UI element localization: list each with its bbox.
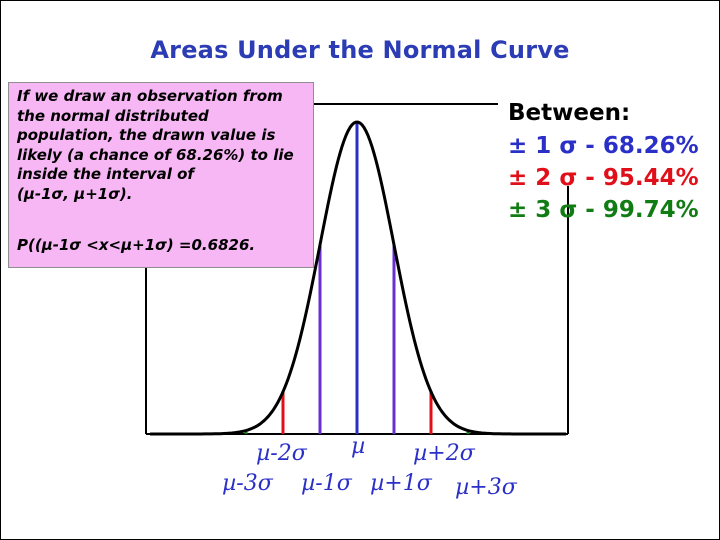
between-legend: Between: ± 1 σ - 68.26% ± 2 σ - 95.44% ±… xyxy=(508,96,699,226)
info-probability: P((µ-1σ <x<µ+1σ) =0.6826. xyxy=(17,236,256,254)
rule-percent: - 68.26% xyxy=(585,133,699,159)
info-box: If we draw an observation from the norma… xyxy=(8,82,314,268)
between-heading: Between: xyxy=(508,100,631,126)
slide-title: Areas Under the Normal Curve xyxy=(150,36,570,64)
label-mu-plus-3sigma: µ+3σ xyxy=(455,475,517,500)
sigma-symbol: σ xyxy=(559,133,578,159)
rule-k: 2 xyxy=(535,165,552,191)
label-mu: µ xyxy=(351,434,366,459)
rule-three-sigma: ± 3 σ - 99.74% xyxy=(508,194,699,226)
plus-minus-sign: ± xyxy=(508,133,528,159)
rule-k: 1 xyxy=(535,133,552,159)
plus-minus-sign: ± xyxy=(508,197,528,223)
info-interval: (µ-1σ, µ+1σ). xyxy=(17,184,133,203)
rule-k: 3 xyxy=(535,197,552,223)
sigma-symbol: σ xyxy=(559,165,578,191)
sigma-symbol: σ xyxy=(559,197,578,223)
rule-percent: - 95.44% xyxy=(585,165,699,191)
rule-one-sigma: ± 1 σ - 68.26% xyxy=(508,130,699,162)
normal-curve xyxy=(150,120,566,436)
label-mu-minus-1sigma: µ-1σ xyxy=(301,471,352,496)
label-mu-plus-1sigma: µ+1σ xyxy=(370,471,432,496)
info-paragraph: If we draw an observation from the norma… xyxy=(17,87,294,183)
label-mu-minus-2sigma: µ-2σ xyxy=(256,441,307,466)
rule-two-sigma: ± 2 σ - 95.44% xyxy=(508,162,699,194)
label-mu-plus-2sigma: µ+2σ xyxy=(413,441,475,466)
rule-percent: - 99.74% xyxy=(585,197,699,223)
label-mu-minus-3sigma: µ-3σ xyxy=(222,471,273,496)
plus-minus-sign: ± xyxy=(508,165,528,191)
